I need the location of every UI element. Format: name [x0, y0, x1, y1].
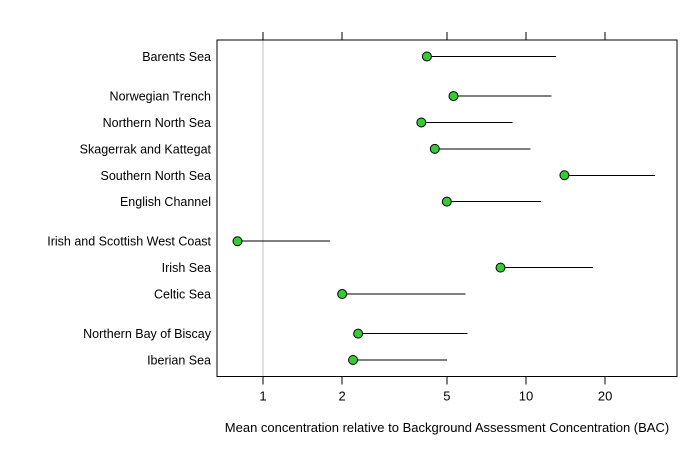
x-axis-title: Mean concentration relative to Backgroun…: [224, 420, 670, 435]
category-label: Norwegian Trench: [110, 90, 211, 104]
data-point: [448, 91, 459, 102]
data-point: [337, 289, 348, 300]
data-point: [348, 355, 359, 366]
category-label: Southern North Sea: [101, 169, 212, 183]
x-tick-label: 10: [519, 389, 533, 404]
category-label: Irish Sea: [162, 261, 211, 275]
data-point: [232, 236, 243, 247]
category-label: Iberian Sea: [147, 354, 211, 368]
category-label: Irish and Scottish West Coast: [47, 235, 211, 249]
plot-box: [216, 39, 678, 377]
category-label: Northern North Sea: [103, 116, 211, 130]
data-point: [421, 51, 432, 62]
category-label: Barents Sea: [142, 50, 211, 64]
x-tick-label: 2: [339, 389, 346, 404]
category-label: Celtic Sea: [154, 288, 211, 302]
category-label: English Channel: [120, 195, 211, 209]
category-label: Northern Bay of Biscay: [83, 327, 212, 341]
data-point: [353, 328, 364, 339]
data-point: [441, 196, 452, 207]
x-tick-label: 5: [443, 389, 450, 404]
x-tick-label: 20: [598, 389, 612, 404]
data-point: [495, 262, 506, 273]
data-point: [429, 143, 440, 154]
x-tick-label: 1: [259, 389, 266, 404]
data-point: [559, 170, 570, 181]
category-label: Skagerrak and Kattegat: [80, 142, 212, 156]
data-point: [416, 117, 427, 128]
